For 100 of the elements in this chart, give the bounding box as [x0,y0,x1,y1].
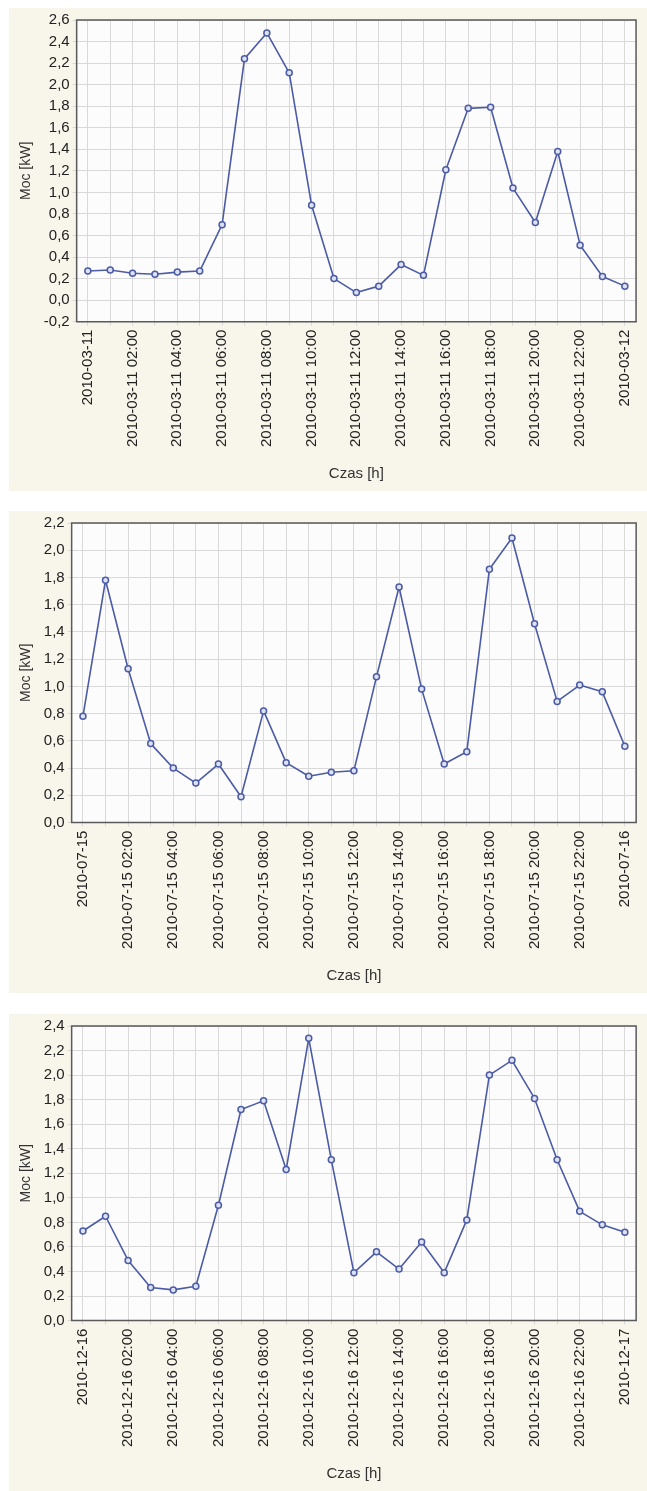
x-tick-label: 2010-03-12 [615,329,632,407]
x-tick-label: 2010-03-11 [77,329,95,406]
point [621,742,629,751]
point [84,267,92,275]
x-tick-label: 2010-07-15 12:00 [344,830,362,949]
point [485,1071,494,1079]
point [463,748,471,756]
point [575,681,584,689]
y-tick-label: 1,2 [43,1163,65,1181]
point [598,1221,607,1229]
y-tick-label: 2,2 [43,1040,65,1058]
x-tick-label: 2010-07-16 [615,830,632,908]
point [327,768,336,776]
x-tick-label: 2010-12-16 [73,1328,91,1406]
x-tick-label: 2010-12-16 12:00 [344,1328,362,1447]
point [106,266,114,274]
y-axis-title: Moc [kW] [17,141,34,201]
y-tick-label: 0,4 [43,1261,65,1279]
y-axis-title: Moc [kW] [17,1144,34,1203]
point [214,760,223,768]
y-tick-label: 0,4 [43,758,65,776]
y-tick-label: -0,2 [43,311,70,329]
point [463,1216,471,1224]
x-tick-label: 2010-12-16 14:00 [389,1328,407,1447]
point [282,758,290,767]
x-tick-label: 2010-12-16 16:00 [434,1328,452,1447]
point [151,270,159,279]
x-tick-label: 2010-03-11 10:00 [301,329,319,448]
point [598,272,607,281]
point [146,1283,155,1292]
point [128,269,137,277]
point [173,268,182,276]
point [192,779,200,787]
point [327,1156,336,1164]
y-tick-label: 2,0 [43,1065,65,1083]
point [218,220,226,229]
point [79,712,87,721]
y-tick-label: 0,0 [43,812,65,830]
y-tick-label: 1,0 [43,676,65,694]
y-tick-label: 2,2 [43,513,65,531]
point [304,772,313,781]
x-tick-label: 2010-12-16 10:00 [298,1328,316,1447]
point [531,218,540,227]
point [192,1282,200,1290]
point [417,685,426,693]
x-axis-title: Czas [h] [326,966,382,984]
y-tick-label: 0,8 [43,703,65,721]
point [195,267,204,275]
y-tick-label: 1,4 [43,1138,65,1156]
point [146,739,155,748]
point [440,1268,448,1277]
point [169,1286,178,1294]
x-axis-title: Czas [h] [326,1464,382,1482]
point [124,664,132,673]
point [352,288,361,297]
point [101,1212,110,1220]
y-tick-label: 0,6 [43,1237,65,1255]
x-tick-label: 2010-07-15 [73,830,91,908]
point [508,534,516,542]
point [553,1156,561,1164]
point [330,274,338,283]
point [598,688,607,696]
x-tick-label: 2010-12-16 08:00 [253,1328,271,1447]
y-tick-label: 2,4 [48,31,70,49]
point [307,201,316,210]
point [79,1227,87,1235]
y-tick-label: 1,6 [48,117,70,135]
x-tick-label: 2010-03-11 20:00 [525,329,543,448]
x-tick-label: 2010-03-11 02:00 [122,329,140,448]
y-tick-label: 0,8 [48,204,70,222]
y-tick-label: 0,2 [43,1286,65,1304]
y-tick-label: 1,6 [43,594,65,612]
x-tick-label: 2010-03-11 22:00 [570,329,588,448]
point [508,1056,516,1065]
point [350,767,358,775]
point [397,260,405,269]
y-tick-label: 1,0 [48,182,70,200]
y-tick-label: 2,2 [48,53,70,71]
x-tick-label: 2010-03-11 18:00 [480,329,498,448]
point [237,1105,245,1114]
y-tick-label: 0,8 [43,1212,65,1230]
point [169,764,178,772]
y-tick-label: 2,0 [48,74,70,92]
x-tick-label: 2010-12-17 [615,1328,632,1406]
x-tick-label: 2010-07-15 22:00 [569,830,587,949]
point [419,271,428,280]
point [485,565,494,574]
point [530,620,539,628]
point [621,282,629,290]
point [417,1238,426,1246]
point [214,1201,223,1209]
x-tick-label: 2010-07-15 16:00 [434,830,452,949]
x-tick-label: 2010-12-16 22:00 [569,1328,587,1447]
y-tick-label: 1,2 [48,160,70,178]
point [374,282,383,290]
point [285,69,293,77]
point [101,576,110,584]
x-tick-label: 2010-07-15 06:00 [208,830,226,949]
x-tick-label: 2010-03-11 16:00 [435,329,453,448]
x-tick-label: 2010-12-16 18:00 [479,1328,497,1447]
